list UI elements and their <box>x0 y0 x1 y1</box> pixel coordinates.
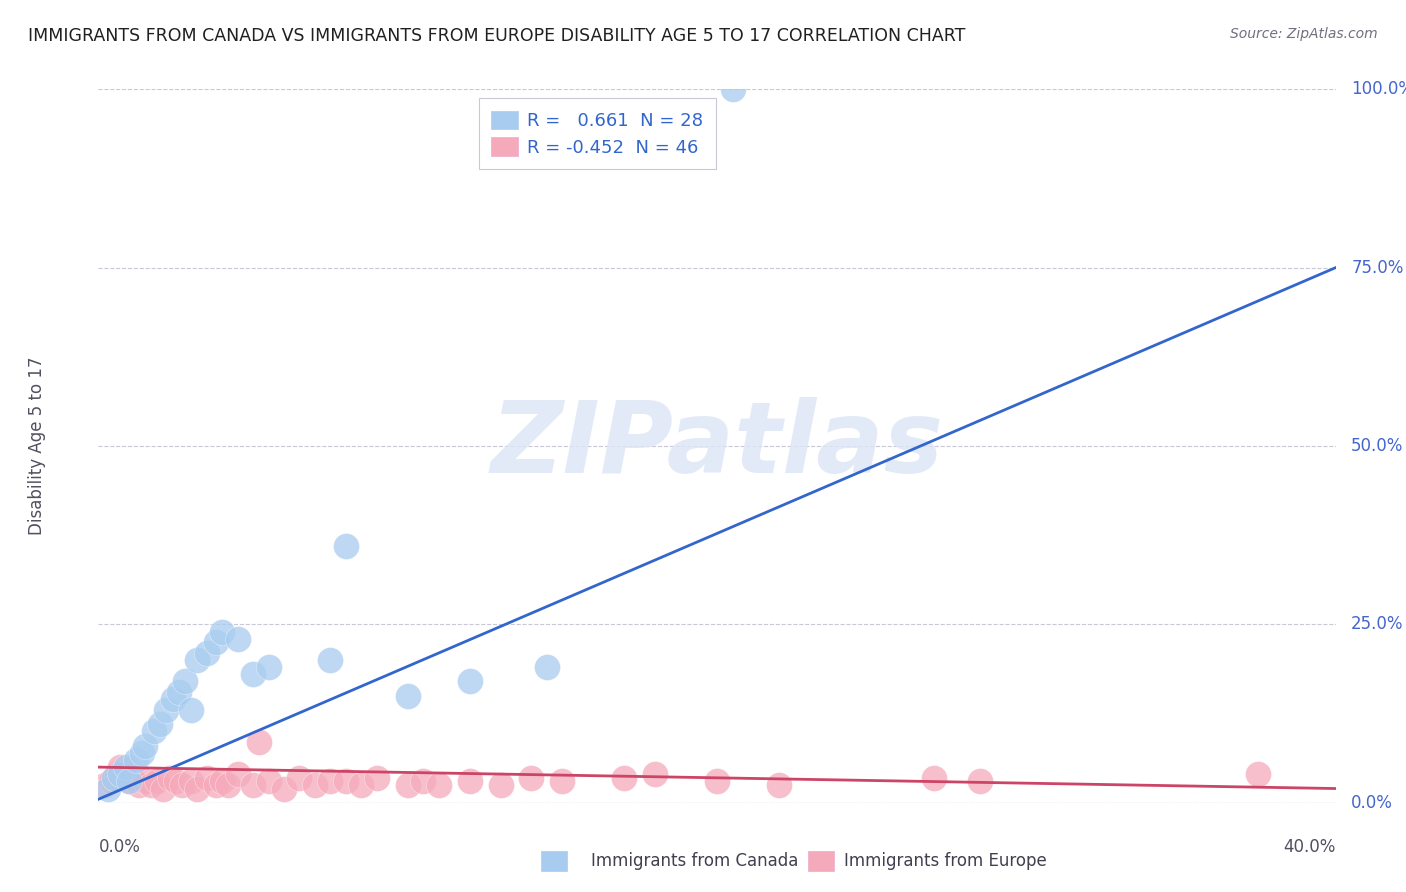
Text: 75.0%: 75.0% <box>1351 259 1403 277</box>
Text: 40.0%: 40.0% <box>1284 838 1336 856</box>
Legend: R =   0.661  N = 28, R = -0.452  N = 46: R = 0.661 N = 28, R = -0.452 N = 46 <box>478 98 716 169</box>
Point <box>174 674 197 689</box>
Point <box>100 774 122 789</box>
Text: 25.0%: 25.0% <box>1351 615 1403 633</box>
Point <box>520 771 543 785</box>
Point <box>134 739 156 753</box>
Point <box>412 774 434 789</box>
Point <box>706 774 728 789</box>
Point <box>551 774 574 789</box>
Text: 0.0%: 0.0% <box>1351 794 1393 812</box>
Point <box>458 674 481 689</box>
Point <box>613 771 636 785</box>
Point <box>186 653 208 667</box>
Point <box>257 774 280 789</box>
Point <box>103 771 125 785</box>
Point <box>195 646 218 660</box>
Point <box>121 771 143 785</box>
Point <box>536 660 558 674</box>
Point <box>721 82 744 96</box>
Point <box>922 771 945 785</box>
Point <box>427 778 450 792</box>
Point <box>195 771 218 785</box>
Point <box>319 774 342 789</box>
Point <box>180 703 202 717</box>
Text: Immigrants from Canada: Immigrants from Canada <box>591 852 797 870</box>
Point <box>304 778 326 792</box>
Point <box>226 632 249 646</box>
Text: 50.0%: 50.0% <box>1351 437 1403 455</box>
Text: 100.0%: 100.0% <box>1351 80 1406 98</box>
Point <box>170 778 193 792</box>
Point <box>124 753 146 767</box>
Point <box>165 774 187 789</box>
Point <box>112 771 135 785</box>
Point <box>335 774 357 789</box>
Point <box>139 778 162 792</box>
Point <box>211 774 233 789</box>
Point <box>115 760 138 774</box>
Point <box>396 778 419 792</box>
Point <box>143 724 166 739</box>
Text: IMMIGRANTS FROM CANADA VS IMMIGRANTS FROM EUROPE DISABILITY AGE 5 TO 17 CORRELAT: IMMIGRANTS FROM CANADA VS IMMIGRANTS FRO… <box>28 27 966 45</box>
Point <box>128 778 150 792</box>
Text: Source: ZipAtlas.com: Source: ZipAtlas.com <box>1230 27 1378 41</box>
Point <box>93 778 115 792</box>
Point <box>226 767 249 781</box>
Text: ZIPatlas: ZIPatlas <box>491 398 943 494</box>
Point <box>242 667 264 681</box>
Point <box>131 746 153 760</box>
Point <box>134 774 156 789</box>
Point <box>118 774 141 789</box>
Point <box>644 767 666 781</box>
Point <box>152 781 174 796</box>
Point <box>180 774 202 789</box>
Point <box>205 635 228 649</box>
Point <box>366 771 388 785</box>
Point <box>97 781 120 796</box>
Point <box>273 781 295 796</box>
Point <box>146 774 169 789</box>
Point <box>105 767 128 781</box>
Point <box>489 778 512 792</box>
Point <box>186 781 208 796</box>
Point <box>1247 767 1270 781</box>
Point <box>217 778 239 792</box>
Point <box>288 771 311 785</box>
Text: 0.0%: 0.0% <box>98 838 141 856</box>
Point <box>247 735 270 749</box>
Point <box>242 778 264 792</box>
Point <box>319 653 342 667</box>
Point <box>458 774 481 789</box>
Point <box>350 778 373 792</box>
Point <box>118 774 141 789</box>
Point <box>257 660 280 674</box>
Point <box>162 692 184 706</box>
Point <box>159 771 181 785</box>
Text: Disability Age 5 to 17: Disability Age 5 to 17 <box>28 357 45 535</box>
Text: Immigrants from Europe: Immigrants from Europe <box>844 852 1046 870</box>
Point <box>108 767 131 781</box>
Point <box>969 774 991 789</box>
Point <box>149 717 172 731</box>
Point <box>155 703 177 717</box>
Point <box>108 760 131 774</box>
Point <box>167 685 190 699</box>
Point <box>205 778 228 792</box>
Point <box>768 778 790 792</box>
Point <box>211 624 233 639</box>
Point <box>335 539 357 553</box>
Point <box>396 689 419 703</box>
